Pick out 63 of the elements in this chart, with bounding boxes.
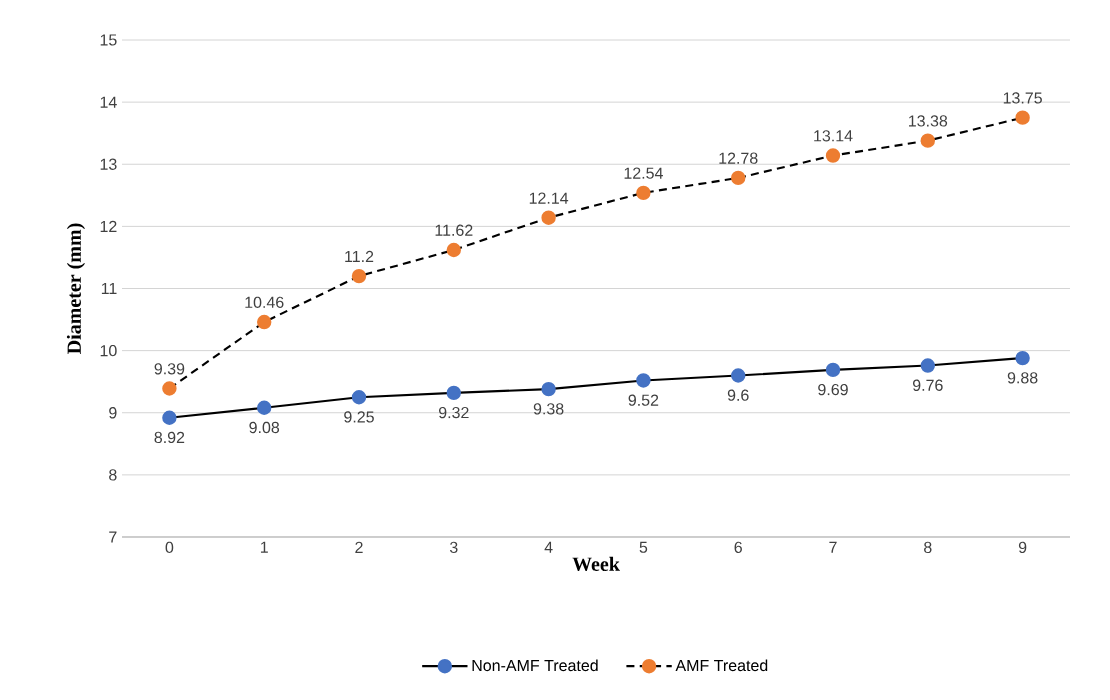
data-label: 13.75: [1003, 92, 1042, 104]
y-tick-label: 10: [100, 344, 117, 357]
x-tick-label: 2: [355, 541, 363, 553]
point: [636, 373, 651, 388]
x-tick-label: 9: [1018, 541, 1027, 554]
data-label: 12.54: [624, 167, 663, 179]
x-tick-label: 4: [544, 541, 553, 553]
point: [162, 410, 177, 425]
data-label: 11.2: [345, 250, 374, 263]
data-label: 9.52: [628, 394, 659, 406]
y-tick-label: 11: [101, 283, 117, 295]
data-label: 9.69: [818, 383, 848, 396]
data-label: 9.08: [249, 421, 280, 434]
x-tick-label: 6: [734, 541, 742, 554]
x-axis-title: Week: [572, 556, 620, 572]
data-label: 9.38: [533, 403, 564, 415]
data-label: 13.38: [909, 115, 948, 127]
point: [351, 268, 367, 284]
y-tick-label: 8: [109, 469, 117, 481]
data-label: 8.92: [154, 431, 185, 444]
data-label: 13.14: [814, 130, 853, 142]
y-axis-title: Diameter (mm): [66, 223, 86, 354]
data-label: 9.76: [912, 379, 943, 391]
point: [351, 390, 367, 405]
point: [257, 400, 272, 415]
data-label: 9.6: [727, 389, 749, 401]
point: [446, 242, 462, 258]
point: [1015, 350, 1030, 366]
data-label: 11.62: [435, 224, 473, 236]
legend-label: Non-AMF Treated: [472, 659, 598, 672]
x-tick-label: 7: [829, 541, 837, 553]
data-label: 9.32: [438, 406, 469, 419]
y-tick-label: 12: [100, 220, 117, 232]
point: [257, 314, 272, 330]
data-label: 12.14: [529, 192, 569, 204]
x-tick-label: 8: [924, 541, 932, 554]
data-label: 12.78: [719, 152, 758, 164]
x-tick-label: 1: [260, 541, 268, 553]
y-tick-label: 14: [100, 96, 117, 108]
x-tick-label: 3: [449, 541, 458, 554]
point: [1015, 110, 1030, 125]
data-label: 10.46: [245, 296, 284, 308]
legend-label: AMF Treated: [675, 659, 768, 672]
point: [920, 358, 936, 373]
point: [541, 381, 556, 397]
y-tick-label: 7: [109, 531, 117, 543]
y-tick-label: 15: [100, 34, 117, 46]
y-tick-label: 9: [109, 407, 117, 419]
point: [825, 362, 841, 378]
point: [825, 148, 841, 163]
data-label: 9.39: [154, 363, 185, 375]
point: [920, 133, 936, 148]
point: [446, 385, 462, 401]
x-tick-label: 5: [639, 541, 648, 553]
x-tick-label: 0: [165, 541, 174, 554]
point: [731, 170, 746, 186]
data-label: 9.25: [344, 411, 374, 423]
point: [636, 185, 651, 201]
point: [162, 381, 177, 396]
data-label: 9.88: [1007, 372, 1038, 384]
y-tick-label: 13: [100, 158, 117, 170]
point: [541, 210, 556, 225]
point: [731, 368, 746, 383]
